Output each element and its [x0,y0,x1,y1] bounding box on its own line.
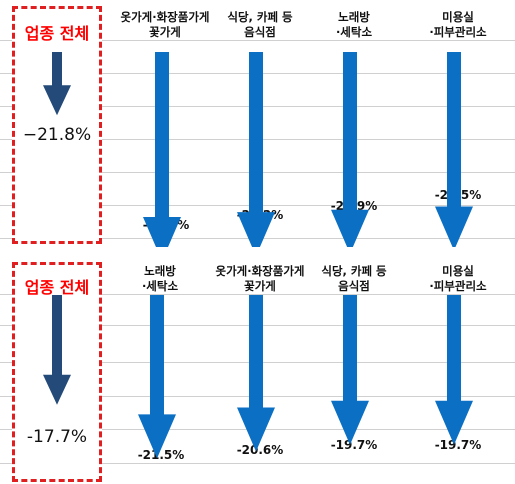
bar-arrow [331,295,369,445]
arrow-layer [43,52,473,247]
total-arrow [43,295,71,405]
grid-line [0,40,515,41]
bar-arrow [143,52,181,247]
category-label: 식당, 카페 등 음식점 [321,264,387,293]
value-label: -21.5% [137,448,185,462]
total-value-label: −21.8% [22,125,92,145]
grid-line [0,463,515,464]
bar-arrow [435,52,473,247]
category-label: 노래방 ·세탁소 [141,264,179,293]
category-label: 옷가게·화장품가게 꽃가게 [215,264,305,293]
value-label: -19.7% [434,438,482,452]
chart-panel-top: 업종 전체 −21.8% 옷가게·화장품가게 꽃가게 식당, 카페 등 음식점 … [0,6,515,247]
category-label: 식당, 카페 등 음식점 [227,10,293,39]
total-label: 업종 전체 [24,278,90,297]
total-highlight-box [12,6,102,244]
chart-panel-bottom: 업종 전체 -17.7% 노래방 ·세탁소 옷가게·화장품가게 꽃가게 식당, … [0,253,515,484]
value-label: -19.7% [330,438,378,452]
bar-arrow [138,295,176,459]
bar-arrow [237,295,275,452]
value-label: -20.6% [236,443,284,457]
bar-arrow [435,295,473,445]
bar-arrow [237,52,275,247]
total-value-label: -17.7% [26,427,88,447]
arrow-layer [43,295,473,459]
category-label: 노래방 ·세탁소 [335,10,373,39]
total-arrow [43,52,71,116]
grid-line [0,294,515,295]
bar-arrow [331,52,369,247]
total-label: 업종 전체 [24,24,90,43]
category-label: 미용실 ·피부관리소 [429,264,487,293]
category-label: 미용실 ·피부관리소 [429,10,487,39]
category-label: 옷가게·화장품가게 꽃가게 [120,10,210,39]
